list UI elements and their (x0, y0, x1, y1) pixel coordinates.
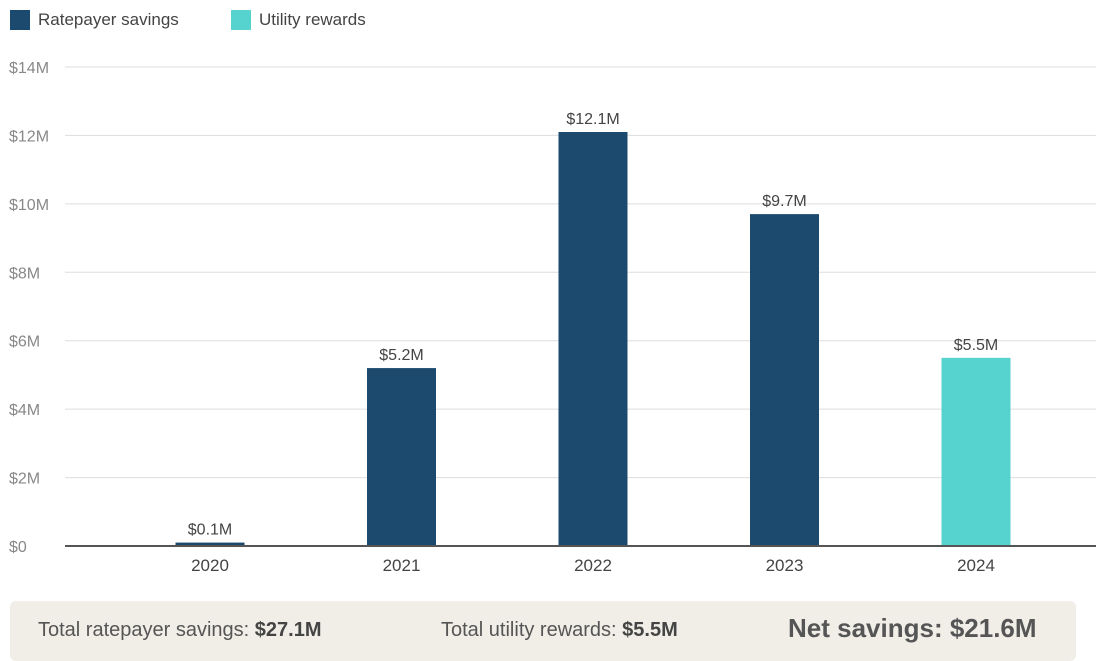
x-tick-label: 2021 (383, 556, 421, 575)
total-ratepayer-savings-value: $27.1M (254, 619, 322, 641)
legend-item-ratepayer-savings: Ratepayer savings (10, 10, 179, 30)
bar-value-label: $5.2M (379, 347, 423, 364)
net-savings: Net savings: $21.6M (788, 613, 1037, 643)
legend-label-ratepayer-savings: Ratepayer savings (38, 10, 179, 29)
y-tick-label: $0 (9, 539, 27, 556)
bar (175, 542, 245, 546)
x-tick-label: 2022 (574, 556, 612, 575)
y-tick-label: $12M (9, 128, 49, 145)
bar-value-label: $9.7M (762, 193, 806, 210)
y-tick-label: $4M (9, 402, 40, 419)
x-tick-label: 2023 (766, 556, 804, 575)
bar (367, 368, 436, 546)
bar-value-label: $12.1M (566, 111, 619, 128)
y-tick-label: $14M (9, 60, 49, 77)
x-tick-label: 2024 (957, 556, 995, 575)
bar-chart: $0 $2M $4M $6M $8M $10M $12M $14M $0.1M 2020 $5.2M… (9, 60, 1096, 575)
bar-value-label: $5.5M (954, 337, 998, 354)
legend-swatch-utility-rewards (231, 10, 251, 30)
bar (750, 214, 819, 546)
total-utility-rewards-value: $5.5M (622, 619, 678, 641)
y-tick-label: $10M (9, 197, 49, 214)
legend-label-utility-rewards: Utility rewards (259, 10, 366, 29)
bar-value-label: $0.1M (188, 522, 232, 539)
legend-item-utility-rewards: Utility rewards (231, 10, 366, 30)
bar (558, 132, 628, 546)
total-utility-rewards-label: Total utility rewards: (441, 619, 623, 641)
summary-bar: Total ratepayer savings: $27.1M Total ut… (10, 601, 1076, 661)
bar (941, 357, 1011, 546)
x-tick-label: 2020 (191, 556, 229, 575)
y-tick-label: $2M (9, 471, 40, 488)
total-ratepayer-savings-label: Total ratepayer savings: (38, 619, 255, 641)
total-utility-rewards: Total utility rewards: $5.5M (441, 619, 678, 642)
y-tick-label: $8M (9, 265, 40, 282)
legend-swatch-ratepayer-savings (10, 10, 30, 30)
y-tick-label: $6M (9, 334, 40, 351)
total-ratepayer-savings: Total ratepayer savings: $27.1M (38, 619, 322, 642)
